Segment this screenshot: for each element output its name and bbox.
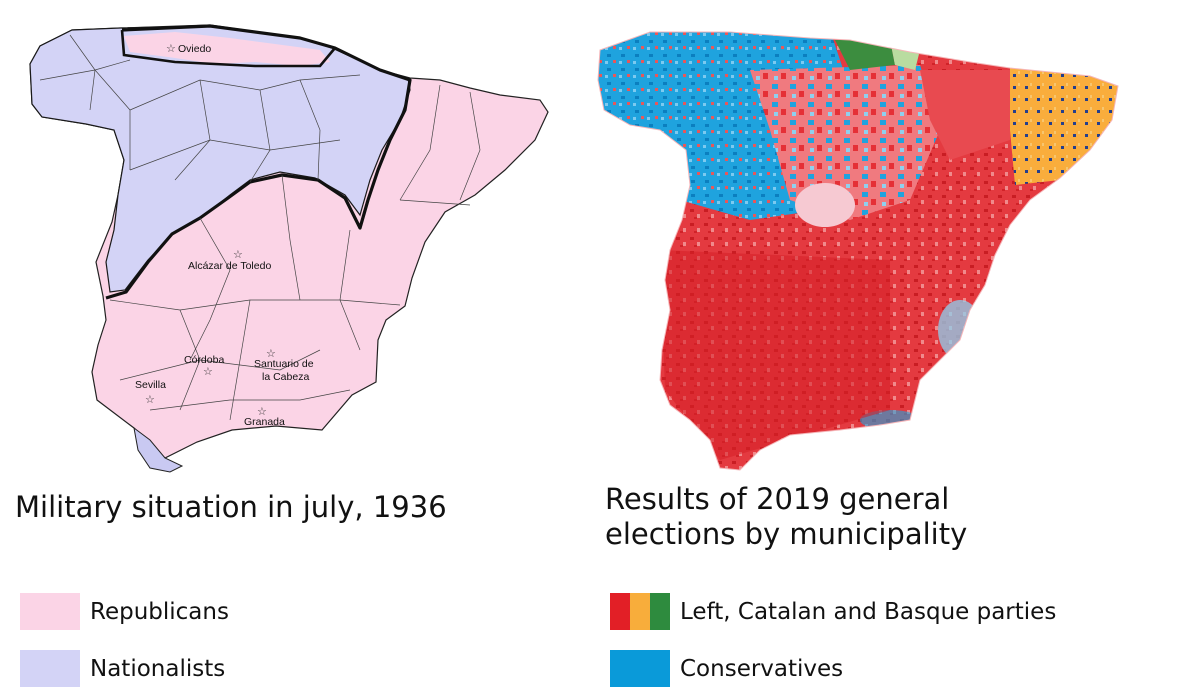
caption-military-situation: Military situation in july, 1936 [15,490,447,524]
label-oviedo: Oviedo [178,43,211,55]
legend-conservatives-label: Conservatives [680,655,844,682]
map-military-situation-1936: ☆ ☆ ☆ ☆ ☆ ☆ Oviedo Alcázar de Toledo Cór… [29,24,549,473]
province-boundaries [39,34,481,421]
star-icon: ☆ [266,348,276,360]
star-icon: ☆ [145,394,155,406]
election-municipality-fill [598,32,1118,470]
asturias-front-line [120,29,336,68]
label-santuario-line1: Santuario de [254,358,314,370]
label-granada: Granada [244,416,285,428]
star-icon: ☆ [166,43,176,55]
spain-outline [597,31,1119,471]
label-santuario-line2: la Cabeza [262,371,309,383]
left-parties-swatch [610,593,670,630]
legend-republicans-label: Republicans [90,598,229,625]
conservatives-swatch [610,650,670,687]
city-markers: ☆ ☆ ☆ ☆ ☆ ☆ [145,43,276,418]
legend-conservatives: Conservatives [610,650,843,687]
label-cordoba: Córdoba [184,354,224,366]
caption-election-line1: Results of 2019 general [605,482,950,516]
legend-left-parties-label: Left, Catalan and Basque parties [680,598,1057,625]
nationalists-swatch [20,650,80,687]
legend-republicans: Republicans [20,593,229,630]
star-icon: ☆ [203,366,213,378]
star-icon: ☆ [233,249,243,261]
legend-left-parties: Left, Catalan and Basque parties [610,593,1056,630]
caption-election-line2: elections by municipality [605,516,968,551]
legend-nationalists: Nationalists [20,650,225,687]
asturias-republican-strip [124,32,330,66]
map-election-results-2019 [597,31,1119,471]
republicans-swatch [20,593,80,630]
nationalist-territory-cadiz [133,426,184,473]
front-line [105,24,412,300]
legend-nationalists-label: Nationalists [90,655,226,682]
caption-election-results: Results of 2019 general elections by mun… [605,482,1025,552]
label-alcazar-de-toledo: Alcázar de Toledo [188,260,271,272]
star-icon: ☆ [257,406,267,418]
label-sevilla: Sevilla [135,379,166,391]
